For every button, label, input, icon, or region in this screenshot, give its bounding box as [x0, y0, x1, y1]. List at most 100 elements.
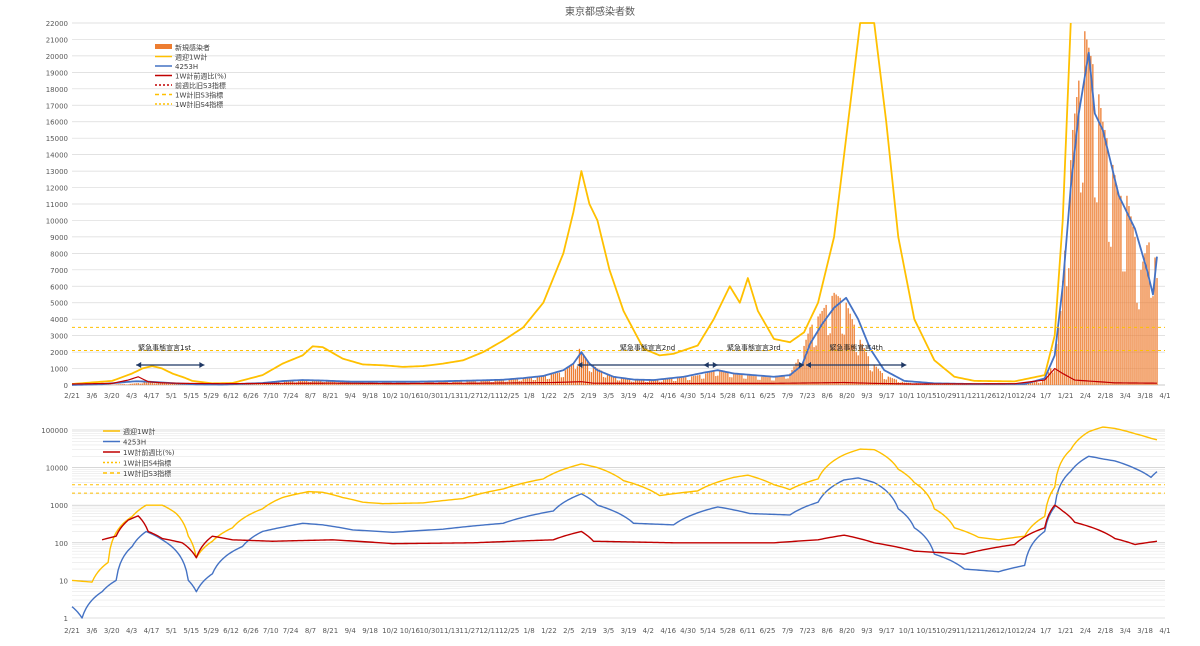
y-tick-label: 18000 — [46, 86, 68, 94]
x-tick-label: 1/22 — [541, 392, 557, 400]
bar — [136, 383, 137, 385]
x-tick-label: 4/2 — [643, 627, 654, 635]
x-tick-label: 3/5 — [603, 627, 614, 635]
bar — [801, 365, 802, 385]
legend-label: 4253H — [175, 63, 198, 71]
bar — [1040, 383, 1041, 385]
x-tick-label: 5/28 — [720, 627, 736, 635]
bar — [1088, 48, 1089, 385]
x-tick-label: 2/19 — [581, 627, 597, 635]
x-tick-label: 9/4 — [345, 392, 357, 400]
x-tick-label: 10/29 — [936, 627, 956, 635]
x-tick-label: 12/11 — [479, 627, 499, 635]
bottom-line-series — [72, 427, 1165, 618]
bar — [1068, 268, 1069, 385]
x-tick-label: 9/17 — [879, 627, 895, 635]
x-tick-label: 2/21 — [64, 627, 80, 635]
bar — [878, 369, 879, 385]
bar — [785, 379, 786, 385]
bar — [142, 383, 143, 385]
y-tick-label: 7000 — [50, 267, 68, 275]
x-tick-label: 1/8 — [523, 392, 534, 400]
bar — [1112, 165, 1113, 385]
x-tick-label: 6/26 — [243, 392, 259, 400]
bar — [854, 325, 855, 385]
bar — [809, 327, 810, 385]
bar — [1142, 262, 1143, 385]
bar — [621, 378, 622, 385]
x-tick-label: 10/2 — [382, 627, 398, 635]
x-tick-label: 7/24 — [283, 392, 299, 400]
x-tick-label: 2/5 — [563, 392, 574, 400]
bar — [805, 340, 806, 385]
legend-label: 1W計旧S3指標 — [123, 469, 171, 478]
bar — [1080, 192, 1081, 385]
bar — [1092, 64, 1093, 385]
x-tick-label: 4/3 — [126, 627, 137, 635]
bar — [829, 333, 830, 385]
y-tick-label: 21000 — [46, 36, 68, 44]
bar — [819, 314, 820, 385]
x-tick-label: 11/26 — [976, 392, 997, 400]
bar — [130, 384, 131, 385]
x-tick-label: 3/18 — [1137, 392, 1153, 400]
span-label: 緊急事態宣言4th — [829, 343, 883, 352]
bar — [795, 363, 796, 385]
bar — [254, 384, 255, 385]
bar — [168, 384, 169, 385]
x-tick-label: 4/30 — [680, 627, 696, 635]
bar — [1116, 185, 1117, 385]
bar — [587, 360, 588, 385]
x-tick-label: 1/7 — [1040, 627, 1051, 635]
bar — [1114, 175, 1115, 385]
legend-label: 1W計前週比(%) — [175, 72, 227, 81]
x-tick-label: 3/6 — [86, 392, 98, 400]
x-tick-label: 3/18 — [1137, 627, 1153, 635]
y-tick-label: 5000 — [50, 300, 68, 308]
x-tick-label: 7/10 — [263, 627, 279, 635]
x-tick-label: 10/15 — [916, 392, 936, 400]
x-tick-label: 8/20 — [839, 627, 855, 635]
bar — [1096, 202, 1097, 385]
bar — [581, 352, 582, 385]
bar — [1098, 94, 1099, 385]
x-tick-label: 12/10 — [996, 627, 1016, 635]
x-tick-label: 7/23 — [799, 627, 815, 635]
legend-label: 1W計旧S4指標 — [123, 459, 171, 468]
bar — [140, 384, 141, 385]
x-tick-label: 7/23 — [799, 392, 815, 400]
bar — [1036, 382, 1037, 385]
x-tick-label: 9/17 — [879, 392, 895, 400]
bar — [1138, 309, 1139, 385]
y-tick-label: 0 — [64, 382, 68, 390]
x-tick-label: 5/29 — [203, 627, 219, 635]
x-tick-label: 1/8 — [523, 627, 534, 635]
x-tick-label: 10/16 — [400, 627, 421, 635]
x-tick-label: 11/26 — [976, 627, 997, 635]
bar — [719, 370, 720, 385]
bar — [555, 373, 556, 385]
legend-swatch — [155, 44, 172, 49]
x-tick-label: 4/17 — [144, 627, 160, 635]
x-tick-label: 9/3 — [861, 392, 872, 400]
bar — [799, 367, 800, 385]
y-tick-label: 9000 — [50, 234, 68, 242]
legend-label: 1W計旧S4指標 — [175, 100, 223, 109]
bar — [557, 373, 558, 385]
x-tick-label: 10/30 — [420, 392, 440, 400]
y-tick-label: 10000 — [46, 465, 68, 473]
x-tick-label: 10/2 — [382, 392, 398, 400]
span-arrowhead — [136, 362, 141, 368]
bar — [886, 380, 887, 385]
bar — [1136, 303, 1137, 385]
bar — [1130, 216, 1131, 385]
bar — [623, 378, 624, 385]
bar — [545, 376, 546, 385]
bar — [551, 374, 552, 385]
bar — [549, 379, 550, 385]
bar — [1144, 253, 1145, 385]
y-tick-label: 15000 — [46, 135, 68, 143]
